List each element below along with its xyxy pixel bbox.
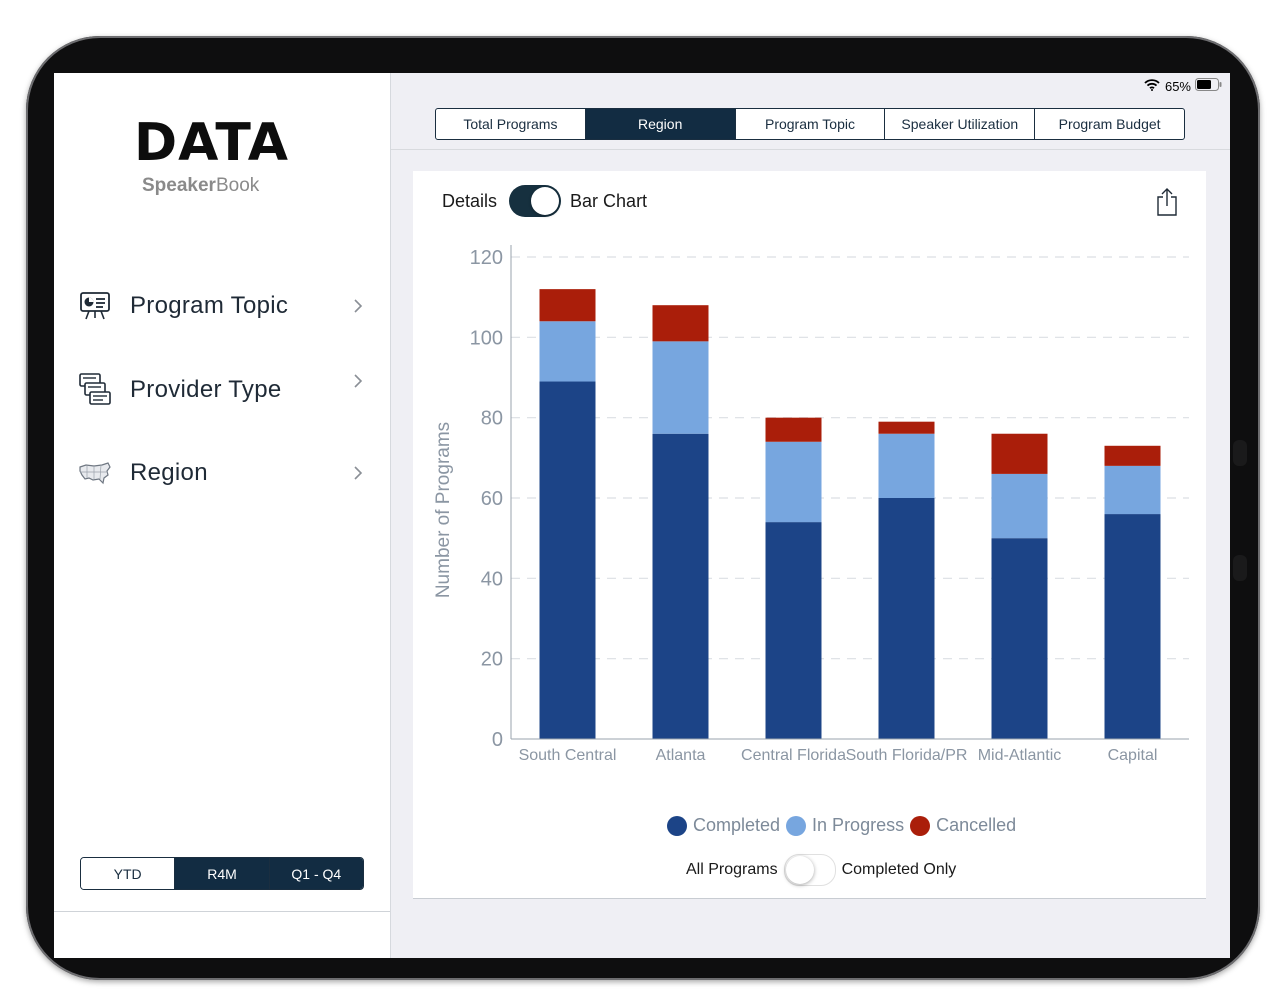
y-tick-label: 80: [481, 408, 503, 430]
x-tick-label: Central Florida: [741, 747, 846, 764]
bar-completed[interactable]: [878, 498, 935, 739]
legend-item-cancelled: Cancelled: [910, 815, 1016, 836]
volume-button: [1233, 555, 1247, 581]
y-tick-label: 60: [481, 488, 503, 510]
battery-icon: [1195, 78, 1222, 94]
y-axis-label: Number of Programs: [433, 422, 454, 598]
wifi-icon: [1144, 78, 1160, 94]
bar-in-progress[interactable]: [652, 341, 709, 434]
bar-in-progress[interactable]: [1104, 465, 1161, 515]
legend-swatch: [786, 815, 807, 836]
screen: DATA SpeakerBook Program Topic Provider …: [54, 73, 1230, 958]
bar-in-progress[interactable]: [539, 321, 596, 382]
x-tick-label: Capital: [1108, 747, 1158, 764]
tab-program-topic[interactable]: Program Topic: [734, 109, 885, 139]
bar-completed[interactable]: [991, 538, 1048, 739]
sidebar: DATA SpeakerBook Program Topic Provider …: [54, 73, 391, 958]
chevron-right-icon: [348, 463, 368, 483]
y-tick-label: 20: [481, 649, 503, 671]
logo-subtitle: SpeakerBook: [142, 175, 259, 197]
tab-total-programs[interactable]: Total Programs: [463, 116, 558, 132]
bar-in-progress[interactable]: [765, 441, 822, 523]
bar-cancelled[interactable]: [765, 417, 822, 442]
report-tabs: Total Programs Region Program Topic Spea…: [435, 108, 1185, 140]
period-segmented-control: YTD R4M Q1 - Q4: [80, 857, 364, 890]
legend-label: Cancelled: [936, 815, 1017, 835]
legend-swatch: [667, 815, 687, 836]
chevron-right-icon: [348, 371, 368, 391]
legend-label: In Progress: [812, 815, 905, 835]
logo-subtitle-rest: Book: [215, 175, 260, 196]
tab-speaker-utilization[interactable]: Speaker Utilization: [884, 109, 1034, 139]
all-programs-label: All Programs: [686, 861, 778, 878]
completed-only-label: Completed Only: [841, 861, 957, 878]
y-tick-label: 40: [481, 568, 503, 590]
view-toggle-row: Details Bar Chart: [442, 185, 647, 217]
toggle-knob: [531, 187, 560, 215]
legend-swatch: [910, 815, 931, 836]
divider: [54, 911, 390, 912]
logo-title: DATA: [134, 113, 290, 173]
bar-completed[interactable]: [652, 433, 709, 739]
y-tick-label: 120: [470, 247, 503, 269]
documents-stack-icon: [78, 373, 112, 407]
sidebar-item-provider-type[interactable]: Provider Type: [78, 366, 368, 414]
sidebar-item-region[interactable]: Region: [78, 449, 368, 497]
share-icon[interactable]: [1155, 187, 1179, 217]
bar-in-progress[interactable]: [991, 473, 1048, 539]
bar-in-progress[interactable]: [878, 433, 935, 498]
legend-item-in-progress: In Progress: [786, 815, 904, 836]
program-filter-row: All Programs Completed Only: [686, 854, 956, 886]
bar-completed[interactable]: [539, 381, 596, 739]
period-r4m-button[interactable]: R4M: [174, 858, 269, 889]
period-ytd-button[interactable]: YTD: [81, 858, 175, 889]
bar-completed[interactable]: [765, 522, 822, 739]
sidebar-item-program-topic[interactable]: Program Topic: [78, 282, 368, 330]
stacked-bar-chart: 0 20 40 60 80 100 120 South Central Atlanta Cent…: [433, 245, 1189, 764]
chart-legend: Completed In Progress Cancelled: [667, 815, 1022, 836]
x-tick-label: South Florida/PR: [846, 747, 968, 764]
x-tick-label: South Central: [519, 747, 617, 764]
tab-region[interactable]: Region: [584, 109, 735, 139]
bar-cancelled[interactable]: [991, 433, 1048, 474]
divider: [391, 149, 1230, 150]
x-tick-label: Atlanta: [656, 747, 706, 764]
completed-only-toggle[interactable]: [783, 854, 836, 886]
tab-program-budget[interactable]: Program Budget: [1034, 109, 1184, 139]
chart-card: Details Bar Chart 0 20 40 60 80 100 120 South …: [413, 171, 1206, 899]
presentation-chart-icon: [78, 289, 112, 323]
bar-cancelled[interactable]: [878, 421, 935, 434]
volume-button: [1233, 440, 1247, 466]
legend-label: Completed: [693, 815, 781, 835]
bar-cancelled[interactable]: [539, 289, 596, 322]
bar-cancelled[interactable]: [652, 305, 709, 342]
details-label: Details: [442, 190, 498, 211]
status-bar: 65%: [1144, 78, 1222, 94]
logo-subtitle-bold: Speaker: [142, 175, 216, 196]
bar-chart-label: Bar Chart: [570, 190, 648, 211]
us-map-icon: [78, 456, 112, 490]
period-q1-q4-button[interactable]: Q1 - Q4: [268, 858, 363, 889]
chevron-right-icon: [348, 296, 368, 316]
battery-percent: 65%: [1164, 78, 1191, 94]
legend-item-completed: Completed: [667, 815, 780, 836]
sidebar-item-label: Provider Type: [130, 376, 282, 403]
bar-completed[interactable]: [1104, 514, 1161, 739]
toggle-knob: [785, 856, 814, 884]
x-tick-label: Mid-Atlantic: [978, 747, 1062, 764]
y-tick-label: 0: [492, 729, 503, 751]
main-content: 65% Total Programs Region Program Topic …: [391, 73, 1230, 958]
view-toggle-switch[interactable]: [509, 185, 562, 217]
sidebar-item-label: Region: [130, 459, 208, 486]
y-tick-label: 100: [470, 327, 503, 349]
bar-cancelled[interactable]: [1104, 445, 1161, 466]
sidebar-item-label: Program Topic: [130, 292, 289, 319]
